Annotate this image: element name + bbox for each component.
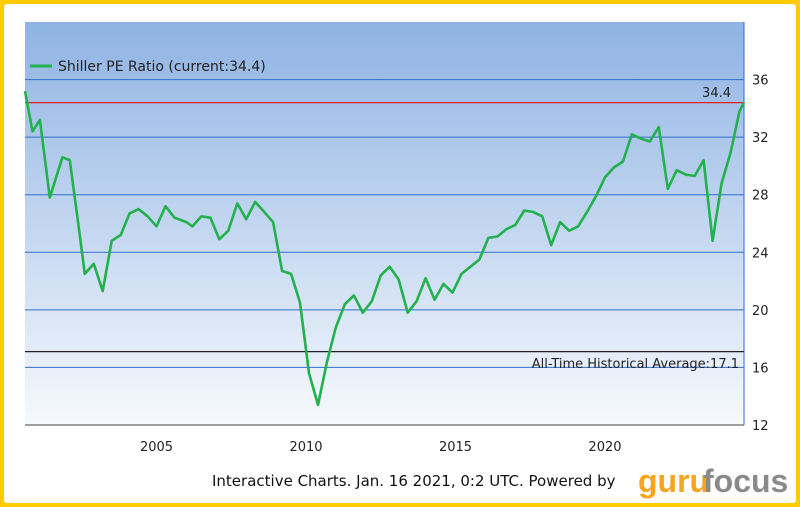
current-value-label: 34.4 [702,86,731,101]
logo-focus: focus [703,463,788,499]
x-tick-label-2010: 2010 [289,440,322,455]
x-tick-label-2005: 2005 [140,440,173,455]
series-line-0 [23,90,746,407]
y-tick-label-28: 28 [752,189,769,204]
legend-label: Shiller PE Ratio (current:34.4) [58,59,266,75]
x-axis-ticks: 2005 2010 2015 2020 [140,440,622,455]
y-tick-label-16: 16 [752,361,769,376]
y-tick-label-12: 12 [752,419,769,434]
gridlines [25,22,745,426]
logo-guru: guru [638,463,709,499]
y-tick-label-36: 36 [752,74,769,89]
series-layer [23,90,746,407]
gurufocus-logo[interactable]: guru focus [638,463,788,499]
footer-text: Interactive Charts. Jan. 16 2021, 0:2 UT… [212,472,616,490]
plot-area [25,22,744,425]
reference-lines [25,101,744,353]
x-tick-label-2020: 2020 [588,440,621,455]
average-label: All-Time Historical Average:17.1 [532,357,739,372]
legend[interactable]: Shiller PE Ratio (current:34.4) [30,59,266,75]
y-tick-label-20: 20 [752,304,769,319]
y-tick-label-24: 24 [752,246,769,261]
x-tick-label-2015: 2015 [439,440,472,455]
chart-frame: 12 16 20 24 28 32 36 2005 2010 2015 2020 Shiller … [4,4,796,503]
y-axis-ticks: 12 16 20 24 28 32 36 [752,74,769,434]
pe-ratio-chart: 12 16 20 24 28 32 36 2005 2010 2015 2020 Shiller … [23,22,788,499]
y-tick-label-32: 32 [752,131,769,146]
